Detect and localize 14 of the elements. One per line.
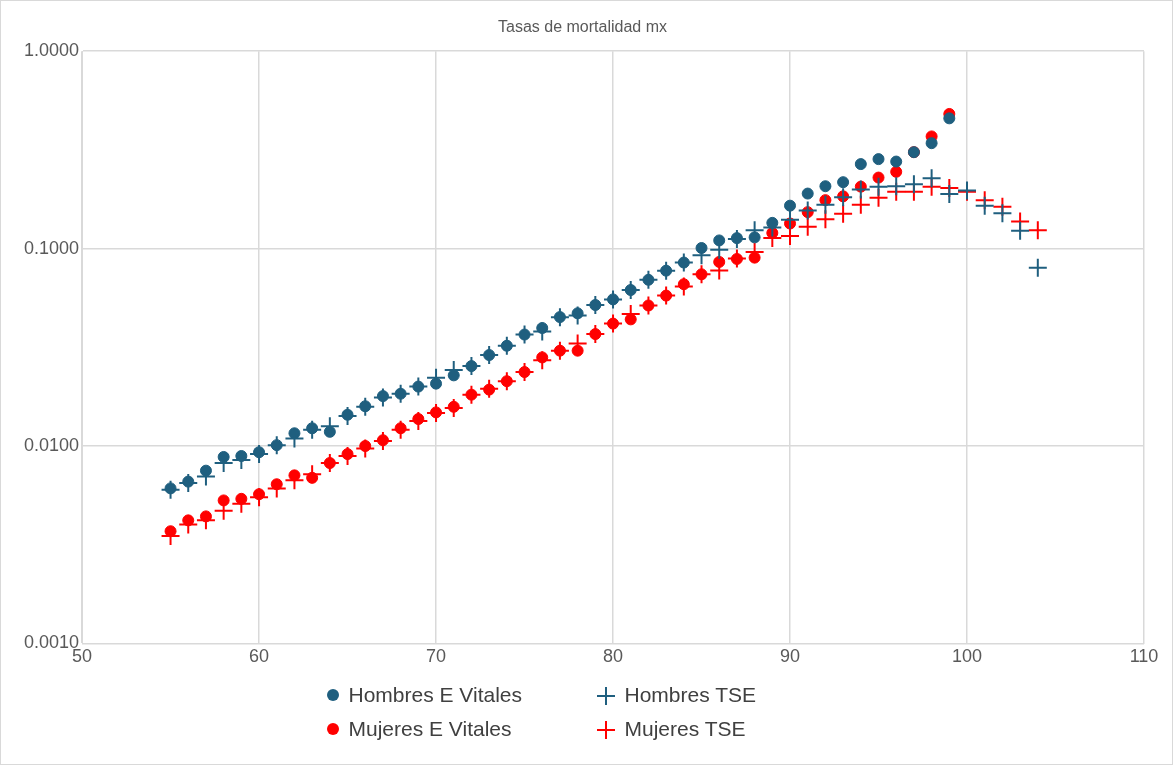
y-tick-label: 1.0000 xyxy=(23,40,80,61)
x-tick-label: 90 xyxy=(780,646,801,667)
legend-label: Mujeres E Vitales xyxy=(348,717,512,741)
x-tick-label: 100 xyxy=(951,646,983,667)
chart-title: Tasas de mortalidad mx xyxy=(498,18,667,36)
x-tick-label: 80 xyxy=(603,646,624,667)
x-tick-label: 60 xyxy=(249,646,270,667)
x-tick-label: 70 xyxy=(426,646,447,667)
legend-label: Hombres E Vitales xyxy=(348,683,523,707)
legend-label: Hombres TSE xyxy=(624,683,756,707)
y-tick-label: 0.1000 xyxy=(23,237,80,258)
x-tick-label: 110 xyxy=(1129,646,1159,667)
legend-label: Mujeres TSE xyxy=(624,717,746,741)
y-tick-label: 0.0100 xyxy=(23,434,80,455)
